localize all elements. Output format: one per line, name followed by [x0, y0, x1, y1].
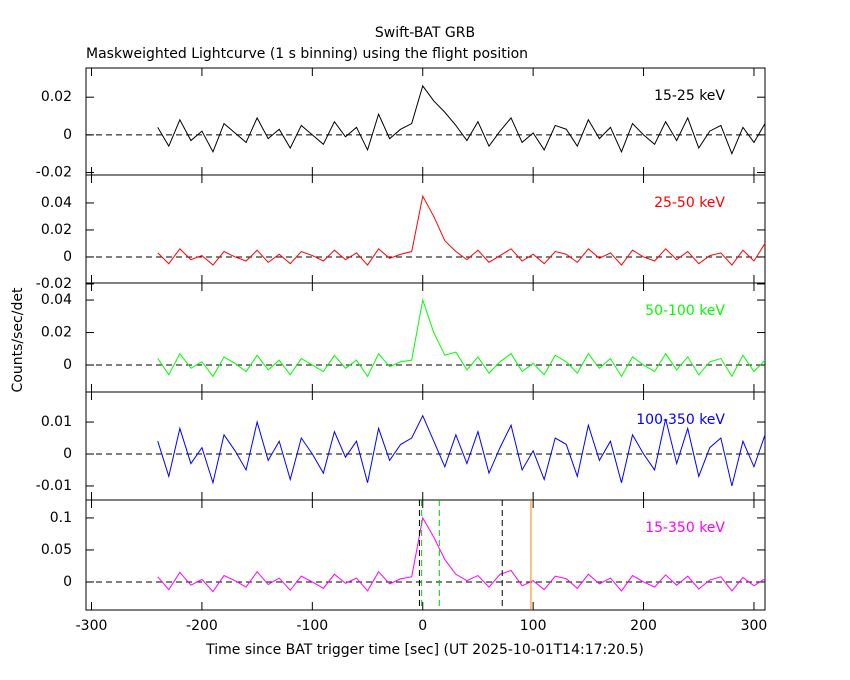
y-tick-label: 0.02 [41, 325, 72, 341]
panel-frame [85, 499, 766, 611]
y-tick-label: 0 [63, 127, 72, 143]
band-label: 25-50 keV [654, 195, 725, 211]
light-curve [157, 414, 766, 487]
light-curve [157, 298, 766, 378]
panel-frame [85, 282, 766, 393]
y-tick-label: 0 [63, 249, 72, 265]
x-axis-label: Time since BAT trigger time [sec] (UT 20… [205, 642, 644, 658]
x-tick-label: -300 [76, 618, 108, 634]
panel-frame [85, 174, 766, 284]
y-tick-label: 0 [63, 357, 72, 373]
panel-frame [85, 67, 766, 176]
y-tick-label: 0.04 [41, 195, 72, 211]
band-label: 100-350 keV [636, 412, 725, 428]
y-tick-label: 0.05 [41, 542, 72, 558]
x-tick-label: -100 [296, 618, 328, 634]
light-curve [157, 194, 766, 266]
y-tick-label: -0.02 [36, 165, 72, 181]
y-tick-label: 0 [63, 574, 72, 590]
y-tick-label: -0.02 [36, 276, 72, 292]
x-tick-label: 300 [741, 618, 768, 634]
x-tick-label: 200 [630, 618, 657, 634]
band-label: 15-25 keV [654, 88, 725, 104]
x-tick-label: 0 [418, 618, 427, 634]
y-tick-label: 0.1 [50, 510, 72, 526]
band-label: 50-100 keV [645, 303, 725, 319]
y-tick-label: 0.02 [41, 89, 72, 105]
y-tick-label: 0 [63, 446, 72, 462]
chart-subtitle: Maskweighted Lightcurve (1 s binning) us… [86, 46, 528, 62]
y-tick-label: 0.01 [41, 414, 72, 430]
y-tick-label: -0.01 [36, 478, 72, 494]
y-axis-label: Counts/sec/det [10, 287, 26, 392]
x-tick-label: -200 [186, 618, 218, 634]
y-tick-label: 0.02 [41, 222, 72, 238]
panel-frame [85, 391, 766, 501]
band-label: 15-350 keV [645, 520, 725, 536]
x-tick-label: 100 [520, 618, 547, 634]
chart-title: Swift-BAT GRB [375, 25, 475, 41]
y-tick-label: 0.04 [41, 292, 72, 308]
light-curve [157, 516, 766, 593]
light-curve [157, 84, 766, 156]
